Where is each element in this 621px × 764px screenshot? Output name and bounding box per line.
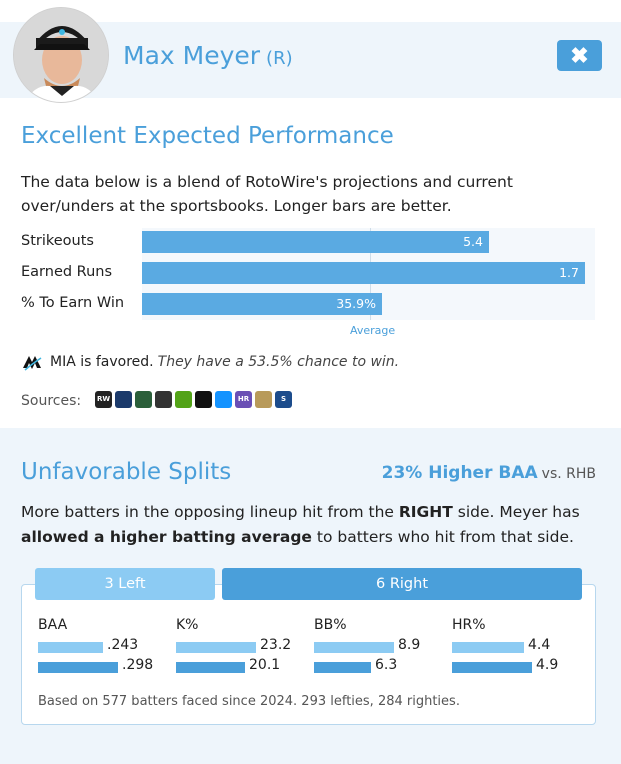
tab-right-batters[interactable]: 6 Right [222,568,582,600]
stat-value-win-pct: 35.9% [336,296,376,311]
player-hand: (R) [266,48,293,69]
stat-value-earned-runs: 1.7 [559,265,579,280]
stat-label-win-pct: % To Earn Win [21,295,125,311]
close-button[interactable]: ✖ [557,40,602,71]
splits-desc-part2: side. Meyer has [452,503,580,521]
stat-bar-win-pct: 35.9% [142,293,382,315]
split-bar-left [314,642,394,653]
sportsbook-icon-6 [195,391,212,408]
split-bar-left [452,642,524,653]
stat-label-earned-runs: Earned Runs [21,264,113,280]
baa-vs: vs. RHB [541,466,596,482]
player-avatar [13,7,109,103]
performance-title: Excellent Expected Performance [21,123,394,149]
splits-desc-part1: More batters in the opposing lineup hit … [21,503,399,521]
splits-desc-bold1: RIGHT [398,503,453,521]
caesars-icon [255,391,272,408]
favored-text: MIA is favored. They have a 53.5% chance … [50,354,399,370]
baa-highlight: 23% Higher BAA vs. RHB [382,463,596,483]
splits-description: More batters in the opposing lineup hit … [21,500,596,550]
split-value-right: 6.3 [375,657,398,673]
rotowire-icon: RW [95,391,112,408]
splits-box [21,584,596,725]
split-col-baa: BAA .243 .298 [38,617,168,677]
split-value-left: 4.4 [528,637,551,653]
player-name-text: Max Meyer [123,41,261,70]
favored-chance: They have a 53.5% chance to win. [157,354,400,370]
split-bar-right [314,662,371,673]
favored-team: MIA is favored. [50,354,154,370]
stat-label-strikeouts: Strikeouts [21,233,94,249]
sportsbook-icon-2 [115,391,132,408]
split-col-head: BB% [314,617,347,633]
split-value-right: .298 [122,657,154,673]
marlins-logo-icon [23,356,42,371]
performance-description: The data below is a blend of RotoWire's … [21,173,513,215]
splits-title: Unfavorable Splits [21,459,232,485]
split-col-hr-pct: HR% 4.4 4.9 [452,617,582,677]
split-col-bb-pct: BB% 8.9 6.3 [314,617,444,677]
average-label: Average [350,324,396,337]
draftkings-icon [175,391,192,408]
split-value-left: 23.2 [260,637,292,653]
split-bar-left [38,642,103,653]
split-bar-right [452,662,532,673]
hardrock-icon: HR [235,391,252,408]
stat-bar-strikeouts: 5.4 [142,231,489,253]
split-value-left: .243 [107,637,139,653]
split-col-head: BAA [38,617,68,633]
split-value-left: 8.9 [398,637,421,653]
splits-footnote: Based on 577 batters faced since 2024. 2… [38,694,460,709]
split-col-k-pct: K% 23.2 20.1 [176,617,306,677]
sportsbook-icon-3 [135,391,152,408]
tab-left-batters[interactable]: 3 Left [35,568,215,600]
sportsbook-icon-4 [155,391,172,408]
split-col-head: K% [176,617,199,633]
player-name: Max Meyer (R) [123,41,293,70]
split-bar-right [176,662,245,673]
stat-value-strikeouts: 5.4 [463,234,483,249]
split-bar-right [38,662,118,673]
split-col-head: HR% [452,617,486,633]
split-bar-left [176,642,256,653]
sportsbook-icon-10: S [275,391,292,408]
sources-label: Sources: [21,393,82,409]
split-value-right: 4.9 [536,657,559,673]
stat-bar-earned-runs: 1.7 [142,262,585,284]
split-value-right: 20.1 [249,657,281,673]
baa-percent: 23% Higher BAA [381,463,538,483]
splits-desc-part3: to batters who hit from that side. [311,528,574,546]
splits-desc-bold2: allowed a higher batting average [21,528,312,546]
fanduel-icon [215,391,232,408]
